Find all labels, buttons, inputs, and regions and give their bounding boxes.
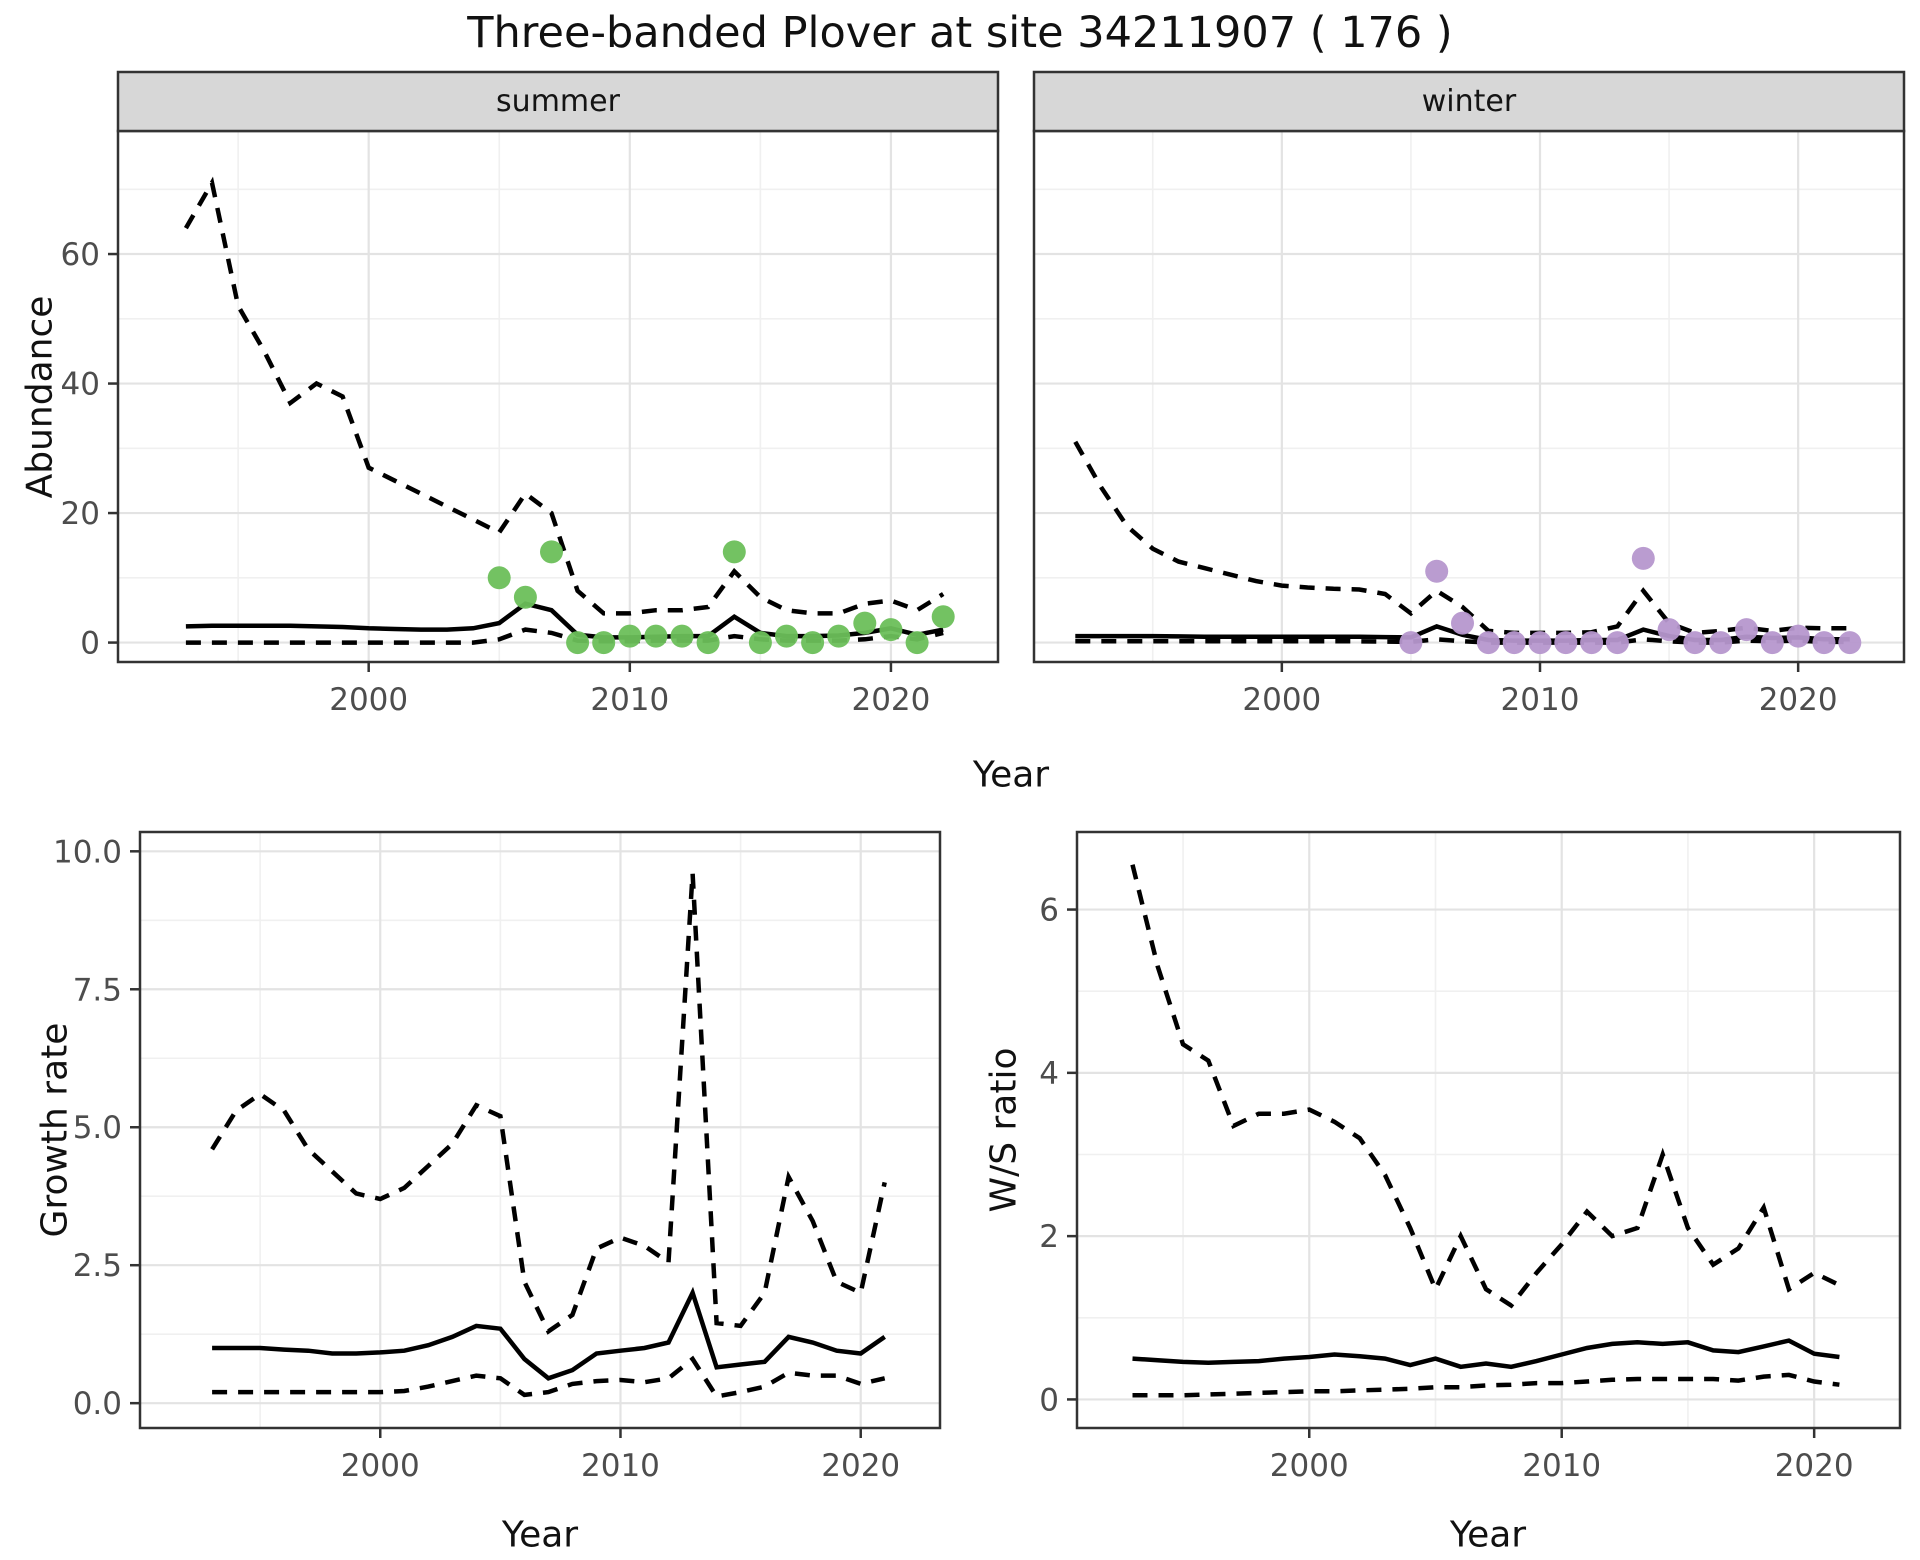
panel-abundance_summer: 2000 2010 2020 0 20 40 60 [61,70,1000,718]
observed-point [1451,611,1474,635]
observed-point [1476,631,1500,655]
series-upper_95ci [1073,440,1850,636]
x-tick-label: 2010 [1501,682,1580,718]
y-tick-label: 20 [61,496,100,532]
series-median [212,1286,886,1381]
observed-point [801,631,825,655]
observed-point [1502,631,1526,655]
x-axis-title-year-top: Year [972,754,1050,796]
observed-point [1631,546,1655,570]
observed-point [748,631,772,655]
y-tick-label: 60 [61,237,100,273]
observed-point [827,624,851,648]
chart-title: Three-banded Plover at site 34211907 ( 1… [467,8,1453,58]
x-tick-label: 2020 [821,1448,900,1484]
y-tick-label: 5.0 [73,1110,122,1146]
y-axis-title-ws-ratio: W/S ratio [983,1047,1025,1213]
observed-point [1786,624,1810,648]
x-tick-label: 2010 [1522,1448,1601,1484]
x-tick-label: 2000 [329,682,408,718]
y-axis-title-growth-rate: Growth rate [34,1022,76,1238]
observed-point [1605,631,1629,655]
x-tick-label: 2010 [581,1448,660,1484]
series-upper_95ci [183,176,945,616]
x-axis-title-year-growth: Year [501,1514,579,1556]
observed-point [931,605,955,629]
observed-point [1838,631,1862,655]
y-tick-label: 2.5 [73,1248,122,1284]
observed-point [696,631,720,655]
x-tick-label: 2000 [341,1448,420,1484]
series-lower_95ci [1132,1372,1840,1398]
x-tick-label: 2000 [1242,682,1321,718]
x-tick-label: 2000 [1270,1448,1349,1484]
observed-point [670,624,694,648]
observed-point [540,540,563,564]
observed-point [644,624,668,648]
observed-point [566,631,590,655]
y-tick-label: 0.0 [73,1386,122,1422]
panel-abundance_winter: 2000 2010 2020 [1032,70,1906,718]
y-axis-title-abundance: Abundance [19,295,61,499]
observed-point [1425,559,1449,583]
x-tick-label: 2020 [851,682,930,718]
observed-point [513,585,537,609]
y-tick-label: 10.0 [53,834,122,870]
observed-point [1528,631,1552,655]
y-tick-label: 0 [1039,1382,1059,1418]
panel-ws_ratio: 2000 2010 2020 0 2 4 6 [1039,830,1902,1484]
observed-point [1760,631,1784,655]
y-tick-label: 7.5 [73,972,122,1008]
observed-point [1735,618,1758,642]
series-upper_95ci [210,873,887,1335]
series-upper_95ci [1130,864,1841,1309]
observed-point [1554,631,1578,655]
observed-point [487,566,511,590]
panel-background [1034,131,1904,662]
x-tick-label: 2020 [1775,1448,1854,1484]
observed-point [592,631,616,655]
facet-strip-summer: summer [496,84,620,119]
series-lower_95ci [212,1355,886,1399]
y-tick-label: 4 [1039,1056,1059,1092]
panel-background [140,832,940,1428]
observed-point [905,631,929,655]
observed-point [879,618,903,642]
observed-point [1709,631,1733,655]
observed-point [618,624,642,648]
facet-strip [116,70,1000,133]
panel-growth_rate: 2000 2010 2020 0.0 2.5 5.0 7.5 10.0 [53,830,942,1484]
observed-point [1812,631,1836,655]
observed-point [1683,631,1707,655]
y-tick-label: 2 [1039,1219,1059,1255]
observed-point [722,540,746,564]
series-median [1132,1338,1840,1370]
panel-border [1075,830,1902,1430]
observed-point [853,611,877,635]
panel-border [138,830,942,1430]
y-tick-label: 0 [80,626,100,662]
y-tick-label: 40 [61,367,100,403]
facet-strip [1032,70,1906,133]
observed-point [1657,618,1681,642]
x-axis-title-year-ws: Year [1449,1514,1527,1556]
observed-point [775,624,798,648]
observed-point [1580,631,1604,655]
y-tick-label: 6 [1039,893,1059,929]
panel-background [1077,832,1900,1428]
observed-point [1399,631,1423,655]
x-tick-label: 2010 [590,682,669,718]
facet-strip-winter: winter [1421,84,1517,119]
panel-background [118,131,998,662]
x-tick-label: 2020 [1759,682,1838,718]
